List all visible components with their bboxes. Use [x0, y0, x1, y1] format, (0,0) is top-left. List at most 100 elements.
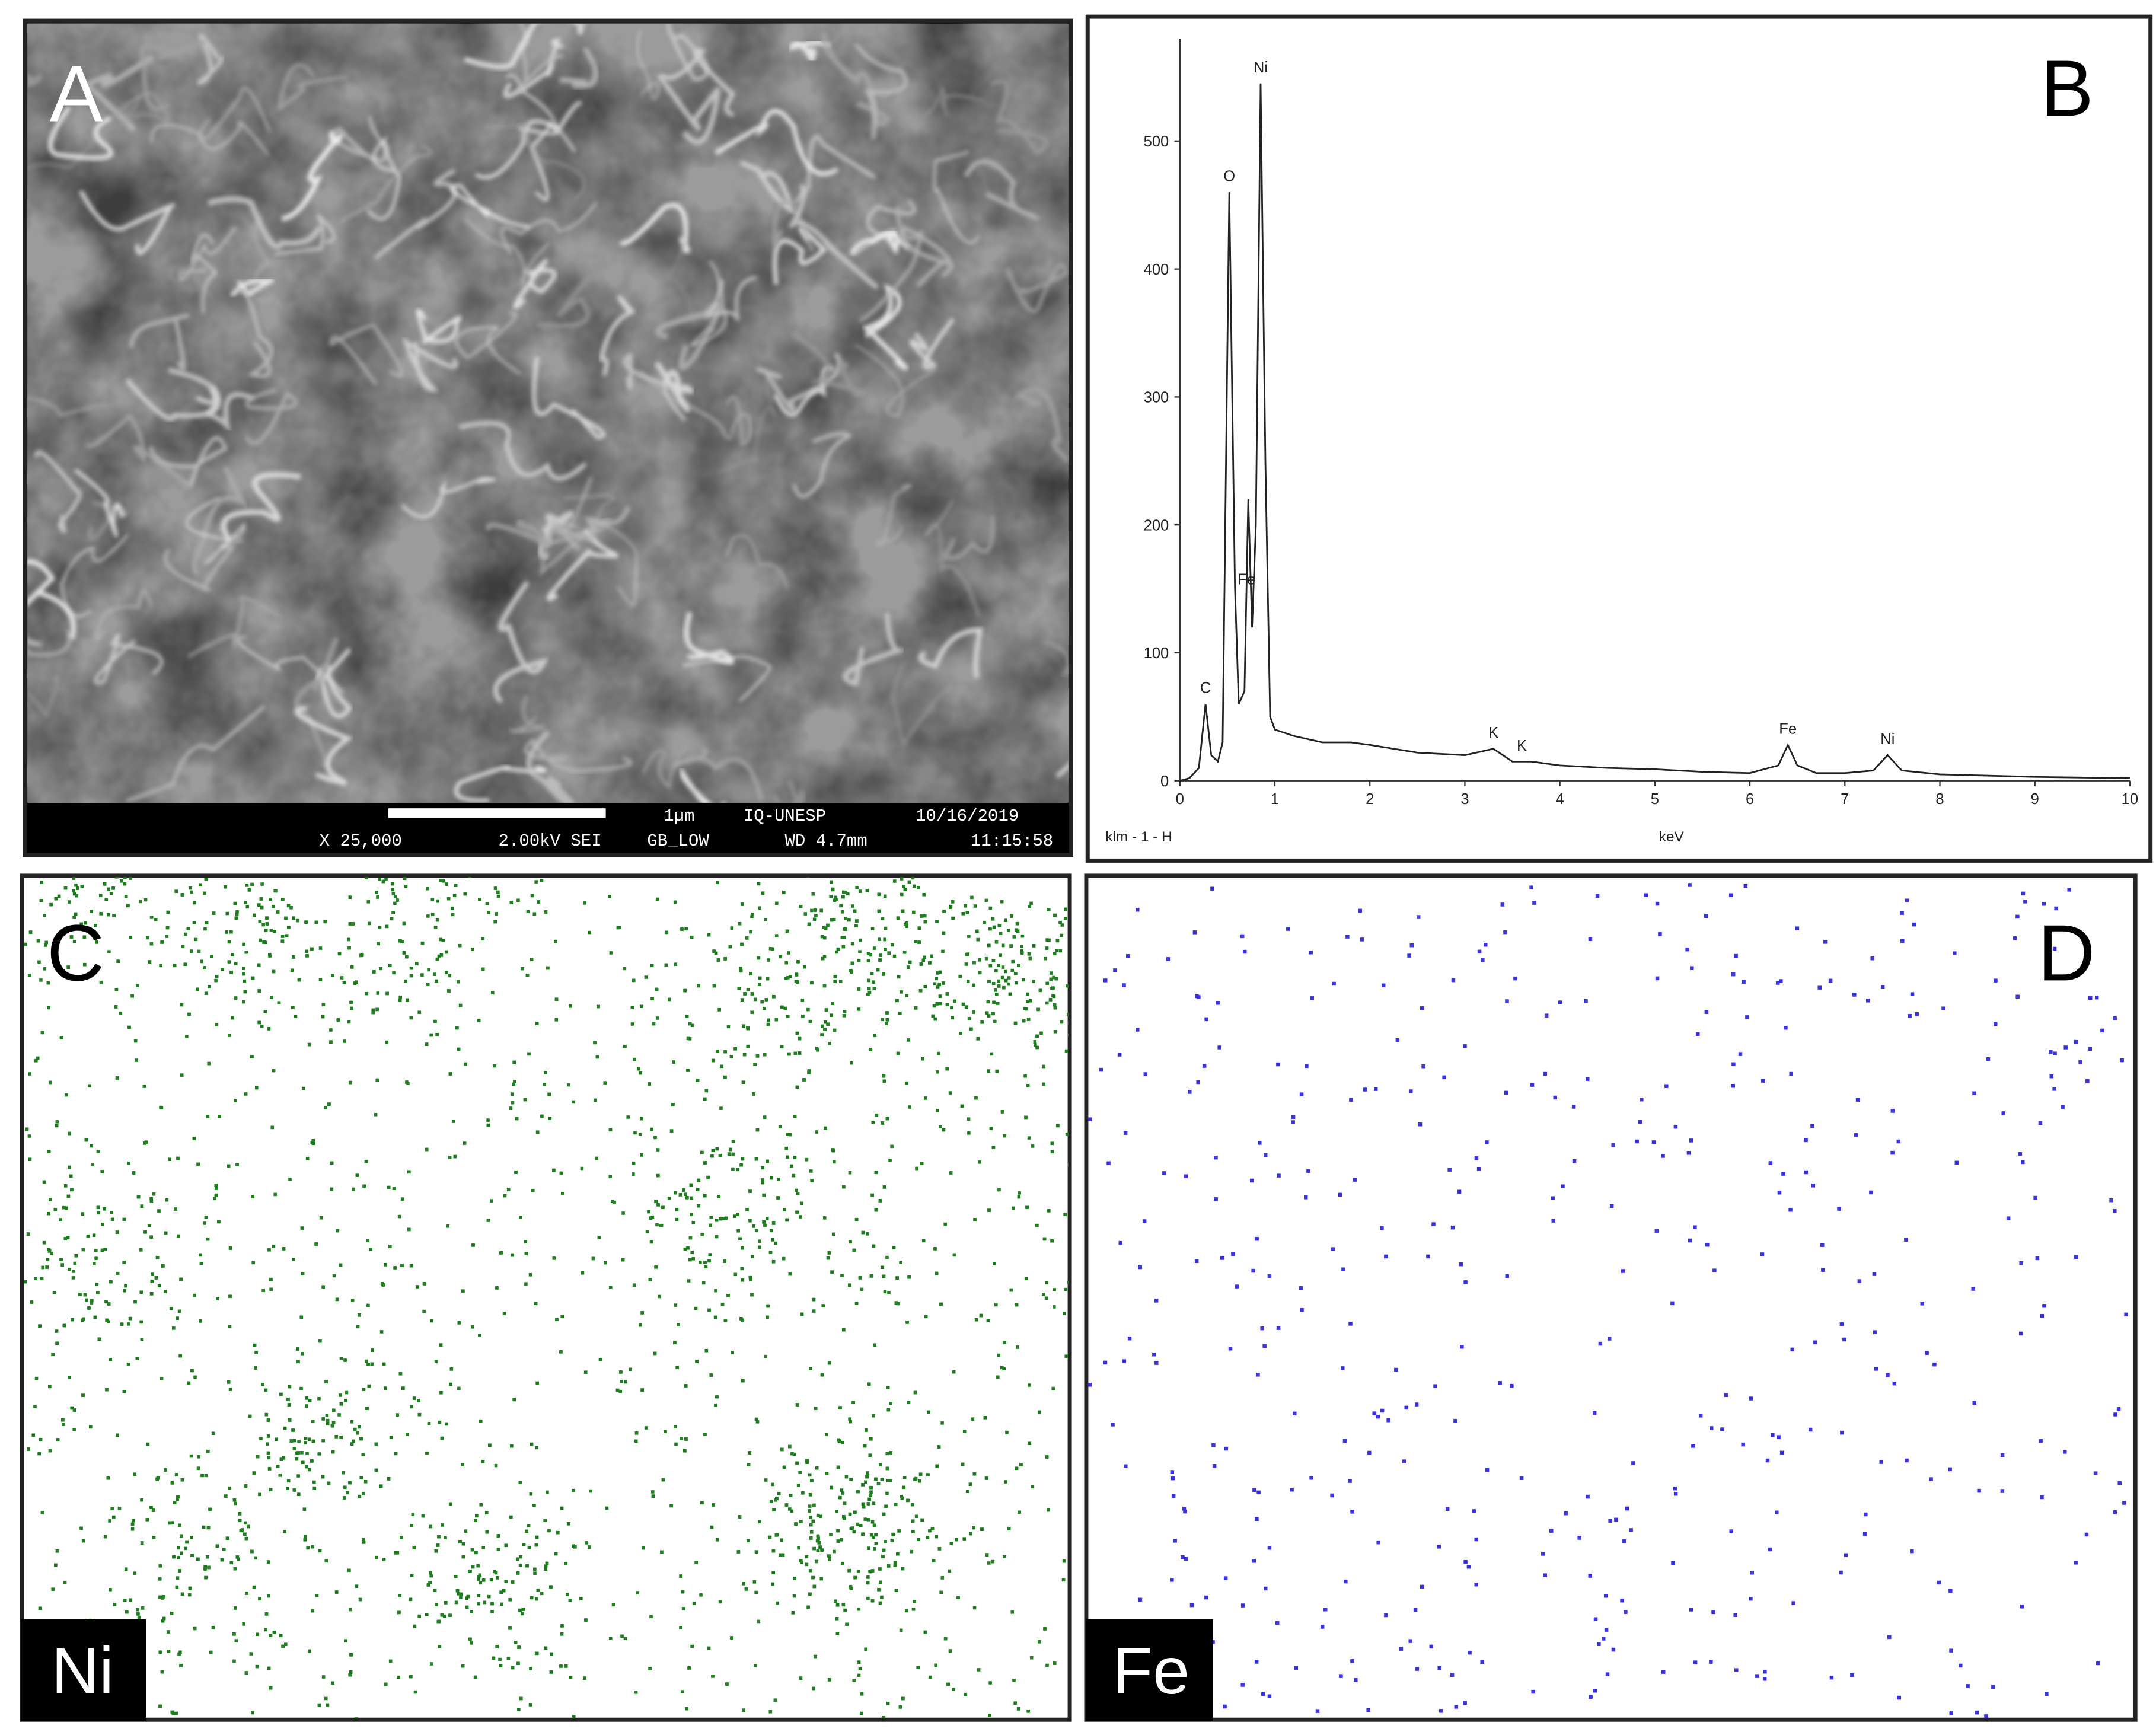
map-dot: [805, 1460, 809, 1464]
map-dot: [1026, 992, 1030, 996]
map-dot: [516, 898, 520, 902]
map-dot: [977, 958, 981, 962]
map-dot: [234, 962, 238, 965]
map-dot: [993, 1262, 996, 1266]
sem-edge: [666, 23, 709, 81]
map-dot: [965, 911, 969, 914]
map-dot: [96, 1291, 100, 1294]
map-dot: [748, 1189, 752, 1193]
map-dot: [471, 1325, 474, 1329]
map-dot: [273, 1192, 277, 1197]
map-dot: [994, 993, 999, 996]
peak-label: K: [1517, 738, 1527, 754]
map-dot: [741, 1379, 745, 1383]
map-dot: [243, 1532, 247, 1536]
map-dot: [251, 1261, 256, 1265]
map-dot: [819, 908, 823, 913]
map-dot: [37, 1452, 41, 1456]
map-dot: [11, 854, 14, 857]
map-dot: [1045, 1663, 1049, 1667]
map-dot: [1, 927, 5, 931]
map-dot: [441, 1523, 444, 1527]
map-dot: [902, 951, 907, 954]
map-dot: [305, 1396, 309, 1400]
map-dot: [129, 1598, 132, 1602]
map-dot: [1064, 1287, 1068, 1291]
map-dot: [1572, 1159, 1577, 1163]
map-dot: [887, 860, 891, 864]
map-dot: [471, 948, 474, 951]
map-dot: [152, 1192, 156, 1196]
map-dot: [449, 1367, 454, 1371]
map-dot: [214, 1193, 218, 1197]
map-dot: [264, 929, 268, 932]
map-dot: [554, 1018, 559, 1022]
map-dot: [48, 1449, 52, 1453]
map-dot: [1341, 1267, 1345, 1271]
map-dot: [2093, 1471, 2098, 1475]
map-dot: [495, 912, 499, 916]
map-dot: [401, 1386, 405, 1390]
map-dot: [330, 1161, 334, 1165]
map-dot: [288, 1178, 292, 1181]
map-dot: [1485, 1140, 1489, 1144]
map-dot: [490, 1610, 494, 1613]
map-dot: [1004, 978, 1008, 983]
map-dot: [752, 1224, 755, 1228]
map-dot: [150, 1280, 154, 1283]
sem-edge: [168, 264, 216, 300]
map-dot: [252, 1585, 256, 1589]
map-dot: [700, 1501, 704, 1505]
map-dot: [771, 1238, 775, 1242]
map-dot: [723, 1050, 727, 1054]
map-dot: [946, 1682, 950, 1686]
map-dot: [807, 1071, 811, 1074]
map-dot: [882, 1185, 886, 1189]
map-dot: [1002, 1367, 1006, 1370]
map-dot: [1437, 1545, 1441, 1549]
map-dot: [503, 1194, 507, 1198]
map-dot: [692, 1602, 696, 1605]
element-tag: [1086, 1619, 1213, 1721]
map-dot: [234, 1606, 237, 1610]
map-dot: [905, 1081, 908, 1085]
sem-edge: [725, 534, 789, 589]
map-dot: [936, 985, 940, 989]
map-dot: [1693, 1225, 1697, 1229]
map-dot: [780, 1538, 783, 1542]
map-dot: [28, 930, 33, 934]
map-dot: [244, 1092, 248, 1096]
map-dot: [707, 1259, 711, 1263]
map-dot: [149, 1506, 153, 1509]
map-dot: [1463, 1559, 1468, 1564]
map-dot: [750, 915, 754, 918]
map-dot: [176, 1498, 179, 1501]
map-dot: [365, 865, 369, 868]
map-dot: [807, 1069, 811, 1073]
map-dot: [136, 1608, 139, 1612]
map-dot: [1000, 975, 1004, 980]
map-dot: [1519, 1476, 1524, 1480]
sem-edge: [788, 184, 879, 290]
map-dot: [831, 1232, 835, 1236]
map-dot: [1690, 966, 1694, 970]
map-dot: [972, 1472, 977, 1476]
map-dot: [994, 969, 998, 973]
map-dot: [789, 1133, 792, 1137]
map-dot: [746, 1539, 750, 1542]
y-tick-label: 100: [1144, 645, 1169, 662]
map-dot: [1017, 964, 1020, 967]
map-dot: [385, 1040, 388, 1044]
map-dot: [1480, 1660, 1484, 1664]
map-dot: [902, 1485, 906, 1490]
sem-edge: [1043, 639, 1069, 678]
map-dot: [1689, 1138, 1693, 1143]
map-dot: [644, 975, 648, 979]
map-dot: [459, 1592, 463, 1596]
map-dot: [721, 1217, 725, 1220]
map-dot: [873, 1034, 877, 1038]
map-dot: [1821, 1268, 1825, 1272]
map-dot: [1431, 1222, 1436, 1226]
map-dot: [165, 935, 169, 938]
map-dot: [103, 882, 107, 886]
